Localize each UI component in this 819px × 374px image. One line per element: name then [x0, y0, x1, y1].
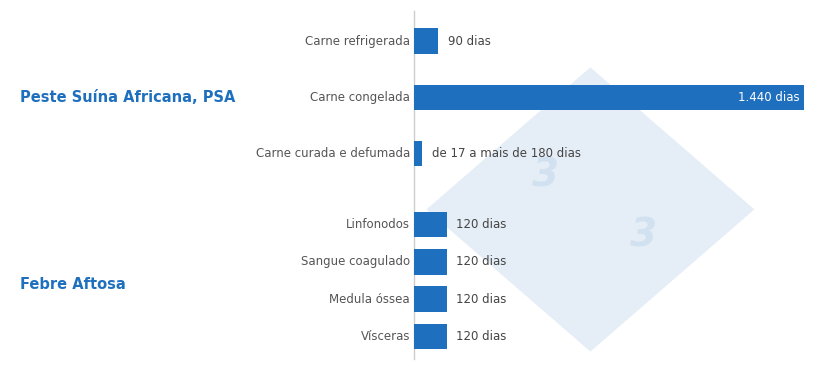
- Text: 1.440 dias: 1.440 dias: [737, 91, 799, 104]
- Text: 120 dias: 120 dias: [456, 330, 506, 343]
- FancyBboxPatch shape: [414, 85, 803, 110]
- FancyBboxPatch shape: [414, 141, 422, 166]
- Text: 120 dias: 120 dias: [456, 218, 506, 231]
- Text: Carne congelada: Carne congelada: [310, 91, 410, 104]
- Text: Carne curada e defumada: Carne curada e defumada: [256, 147, 410, 160]
- Text: Peste Suína Africana, PSA: Peste Suína Africana, PSA: [20, 90, 236, 105]
- Text: 3: 3: [532, 157, 558, 195]
- Text: Carne refrigerada: Carne refrigerada: [305, 35, 410, 47]
- Polygon shape: [426, 67, 753, 352]
- Text: Sangue coagulado: Sangue coagulado: [301, 255, 410, 268]
- FancyBboxPatch shape: [414, 28, 438, 54]
- FancyBboxPatch shape: [414, 286, 446, 312]
- FancyBboxPatch shape: [414, 212, 446, 237]
- Text: Vísceras: Vísceras: [360, 330, 410, 343]
- Text: Linfonodos: Linfonodos: [346, 218, 410, 231]
- Text: 120 dias: 120 dias: [456, 293, 506, 306]
- FancyBboxPatch shape: [414, 324, 446, 349]
- Text: 120 dias: 120 dias: [456, 255, 506, 268]
- Text: Medula óssea: Medula óssea: [329, 293, 410, 306]
- Text: 90 dias: 90 dias: [448, 35, 491, 47]
- Text: 3: 3: [630, 217, 656, 255]
- FancyBboxPatch shape: [414, 249, 446, 275]
- Text: Febre Aftosa: Febre Aftosa: [20, 277, 126, 292]
- Text: de 17 a mais de 180 dias: de 17 a mais de 180 dias: [432, 147, 581, 160]
